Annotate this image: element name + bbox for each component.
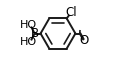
Text: Cl: Cl <box>65 6 77 19</box>
Text: B: B <box>31 27 39 40</box>
Text: HO: HO <box>20 20 37 30</box>
Text: O: O <box>80 34 89 47</box>
Text: HO: HO <box>20 37 37 47</box>
